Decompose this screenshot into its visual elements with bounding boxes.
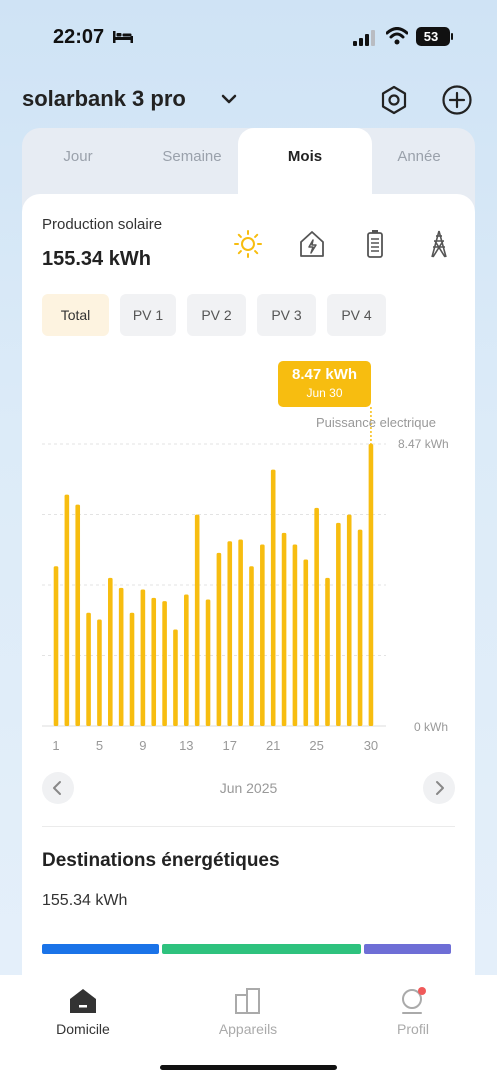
chart-bar[interactable]	[53, 566, 59, 726]
chart-bar[interactable]	[281, 532, 287, 726]
destination-bar-segment[interactable]	[42, 944, 159, 954]
previous-month-button[interactable]	[42, 772, 74, 804]
chart-bar[interactable]	[151, 597, 157, 726]
x-tick-label: 30	[364, 738, 378, 753]
pv-tab-total[interactable]: Total	[42, 294, 109, 336]
sun-icon[interactable]	[233, 228, 263, 260]
profile-icon	[402, 987, 426, 1014]
chart-bar[interactable]	[75, 504, 81, 726]
chart-bar[interactable]	[216, 552, 222, 726]
x-tick-label: 13	[179, 738, 193, 753]
battery-storage-icon[interactable]	[360, 228, 390, 260]
pv-tab-4[interactable]: PV 4	[327, 294, 386, 336]
chart-bar[interactable]	[325, 577, 330, 726]
chevron-down-icon[interactable]	[220, 92, 238, 106]
destination-bar-segment[interactable]	[364, 944, 451, 954]
chart-bar[interactable]	[64, 494, 70, 726]
chart-bar[interactable]	[108, 577, 113, 726]
tab-month[interactable]: Mois	[287, 148, 323, 165]
chart-bar[interactable]	[292, 544, 298, 726]
nav-devices[interactable]: Appareils	[193, 987, 303, 1037]
x-tick-label: 21	[266, 738, 280, 753]
tab-year[interactable]: Année	[397, 148, 441, 165]
chart-bar[interactable]	[97, 619, 102, 726]
device-title[interactable]: solarbank 3 pro	[22, 86, 186, 111]
production-bar-chart[interactable]: 1 5 9 13 17 21 25 30	[0, 350, 497, 770]
chart-bar[interactable]	[346, 514, 352, 726]
chart-bar[interactable]	[173, 629, 178, 726]
chart-tooltip: 8.47 kWh Jun 30	[278, 361, 371, 407]
x-tick-label: 17	[223, 738, 237, 753]
status-time: 22:07	[53, 26, 105, 48]
status-bar: 22:07 53	[0, 0, 497, 70]
month-navigation: Jun 2025	[0, 772, 497, 806]
home-indicator	[160, 1065, 337, 1070]
destinations-value: 155.34 kWh	[42, 892, 128, 909]
nav-devices-label: Appareils	[218, 1021, 278, 1037]
chart-bar[interactable]	[314, 507, 319, 726]
pv-tab-2[interactable]: PV 2	[187, 294, 246, 336]
month-label: Jun 2025	[219, 780, 278, 796]
tooltip-date: Jun 30	[306, 386, 343, 400]
chart-bar[interactable]	[227, 541, 233, 726]
chart-bar[interactable]	[238, 539, 243, 726]
nav-home[interactable]: Domicile	[28, 987, 138, 1037]
destinations-title: Destinations énergétiques	[42, 850, 280, 871]
x-tick-label: 9	[139, 738, 146, 753]
chart-bar[interactable]	[205, 599, 211, 726]
tooltip-value: 8.47 kWh	[291, 366, 358, 383]
nav-profile-label: Profil	[397, 1021, 429, 1037]
notification-dot	[418, 987, 426, 995]
chart-caption: Puissance electrique	[316, 415, 436, 430]
tab-day[interactable]: Jour	[63, 148, 93, 165]
battery-level: 53	[423, 29, 439, 44]
chart-bar[interactable]	[129, 612, 135, 726]
y-axis-max-label: 8.47 kWh	[398, 437, 449, 451]
production-value: 155.34 kWh	[42, 248, 151, 270]
production-label: Production solaire	[42, 216, 163, 233]
x-tick-label: 25	[309, 738, 323, 753]
chevron-right-icon	[436, 781, 444, 795]
chart-bar[interactable]	[194, 514, 200, 726]
destination-bar-segment[interactable]	[161, 944, 362, 954]
chart-bar[interactable]	[162, 601, 167, 726]
x-tick-label: 1	[52, 738, 59, 753]
x-tick-label: 5	[96, 738, 103, 753]
chart-bar[interactable]	[86, 612, 91, 726]
tab-week[interactable]: Semaine	[162, 148, 222, 165]
signal-icon	[353, 30, 375, 46]
chart-bar[interactable]	[118, 587, 124, 726]
chart-bar[interactable]	[270, 469, 276, 726]
bed-icon	[113, 31, 133, 43]
chart-bar[interactable]	[184, 594, 189, 726]
pv-tab-3[interactable]: PV 3	[257, 294, 316, 336]
chevron-left-icon	[53, 781, 61, 795]
pv-tab-1[interactable]: PV 1	[120, 294, 176, 336]
divider	[42, 826, 455, 827]
home-nav-icon	[70, 989, 96, 1013]
grid-tower-icon[interactable]	[424, 228, 454, 260]
next-month-button[interactable]	[423, 772, 455, 804]
home-icon[interactable]	[297, 228, 327, 260]
chart-bar[interactable]	[303, 559, 309, 726]
battery-icon: 53	[416, 27, 453, 46]
y-axis-min-label: 0 kWh	[414, 720, 449, 734]
nav-profile[interactable]: Profil	[358, 987, 468, 1037]
chart-bar[interactable]	[249, 566, 254, 726]
settings-icon[interactable]	[378, 84, 410, 116]
chart-bar[interactable]	[336, 522, 341, 726]
bottom-navigation: Domicile Appareils Profil	[0, 975, 497, 1080]
chart-bar[interactable]	[260, 544, 265, 726]
chart-bar[interactable]	[140, 589, 146, 726]
add-icon[interactable]	[441, 84, 473, 116]
devices-icon	[235, 988, 260, 1014]
chart-bar[interactable]	[357, 529, 363, 726]
wifi-icon	[386, 27, 408, 45]
chart-bar[interactable]	[368, 444, 374, 726]
nav-home-label: Domicile	[56, 1021, 110, 1037]
